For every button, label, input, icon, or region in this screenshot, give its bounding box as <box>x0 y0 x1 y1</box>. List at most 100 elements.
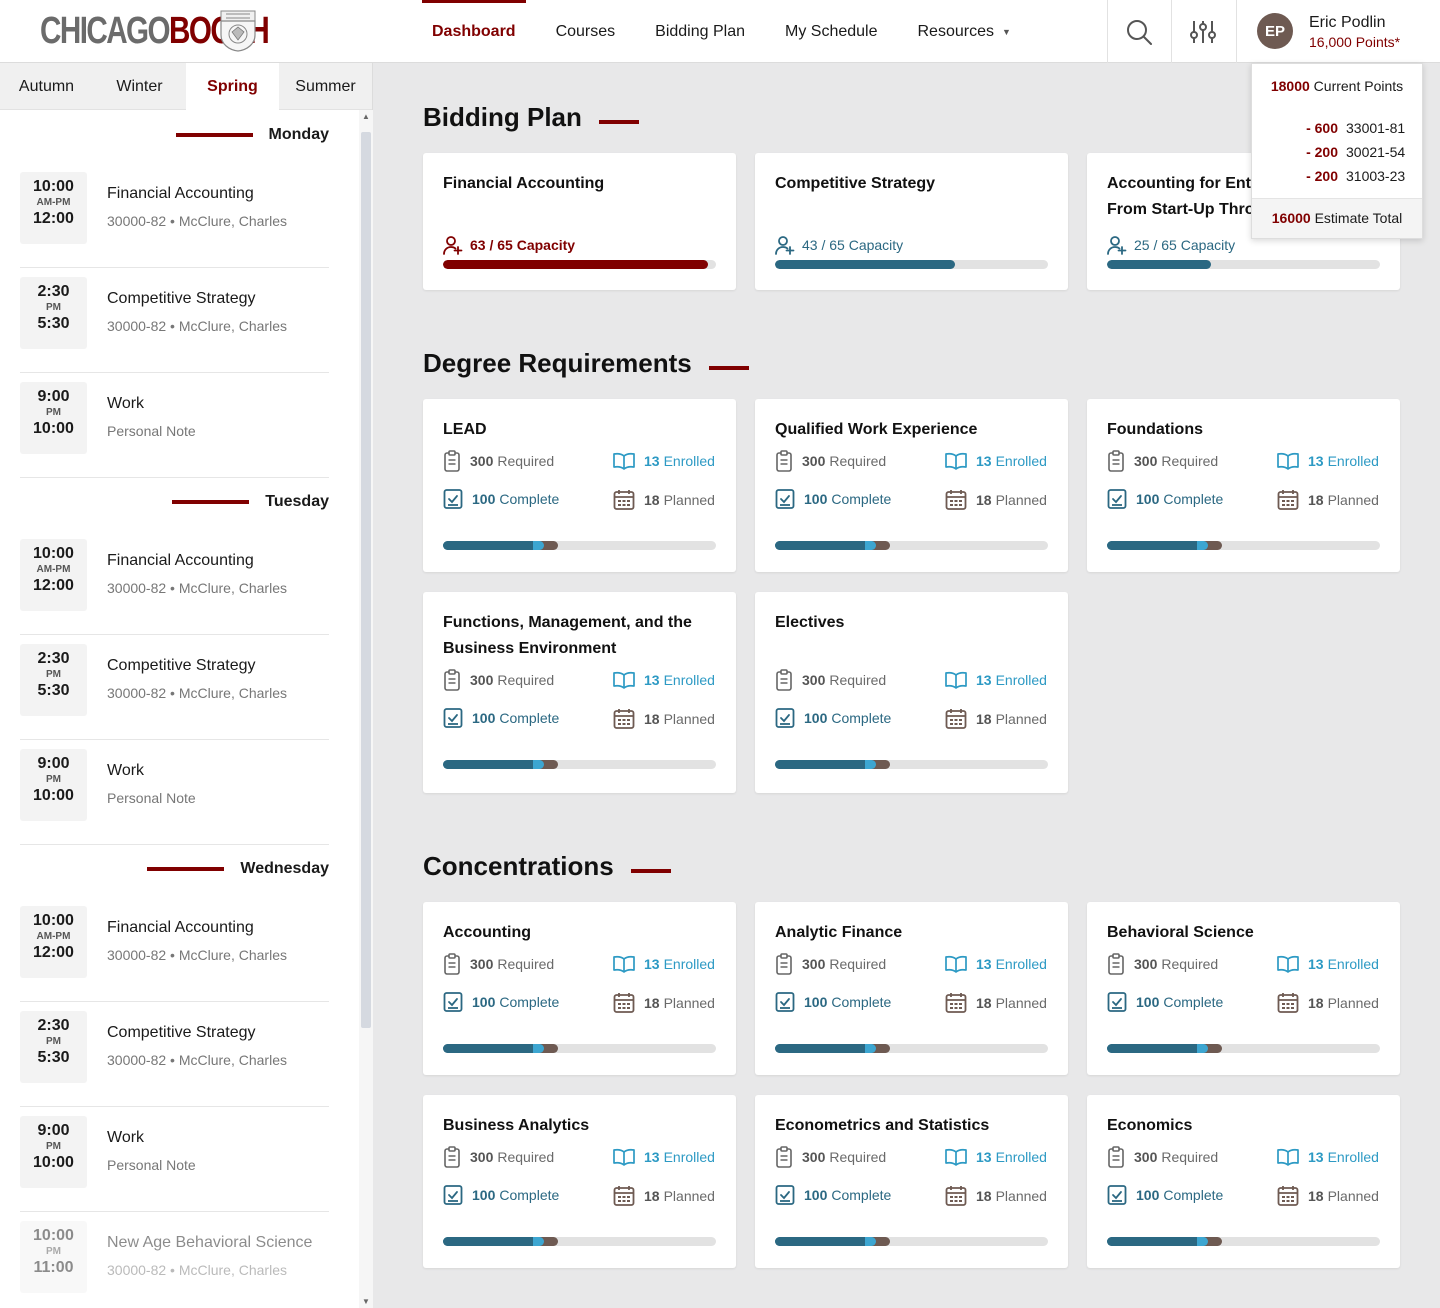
start-time: 10:00 <box>33 1227 74 1244</box>
scroll-up-icon[interactable]: ▲ <box>362 112 370 121</box>
required-label: Required <box>497 956 555 972</box>
concentration-card[interactable]: Behavioral Science 300 Required 13 Enrolled 1… <box>1087 902 1400 1075</box>
requirement-card[interactable]: Functions, Management, and the Business … <box>423 592 736 793</box>
required-label: Required <box>497 453 555 469</box>
scrollbar-thumb[interactable] <box>361 132 371 1028</box>
card-title: Analytic Finance <box>775 924 903 941</box>
concentration-card[interactable]: Business Analytics 300 Required 13 Enrolled 1… <box>423 1095 736 1268</box>
nav-resources[interactable]: Resources ▼ <box>908 0 1021 63</box>
capacity-text: 25 / 65 Capacity <box>1134 237 1236 253</box>
complete-value: 100 <box>804 491 828 507</box>
current-points-label: Current Points <box>1313 78 1404 94</box>
schedule-event[interactable]: 2:30 PM 5:30 Competitive Strategy 30000-82 •… <box>20 1002 329 1107</box>
nav-dashboard[interactable]: Dashboard <box>422 0 526 63</box>
day-rule <box>147 867 225 871</box>
schedule-event[interactable]: 2:30 PM 5:30 Competitive Strategy 30000-82 •… <box>20 268 329 373</box>
schedule-sidebar: Autumn Winter Spring Summer Monday 10:00 A… <box>0 63 373 1308</box>
complete-label: Complete <box>499 491 560 507</box>
required-stat: 300 Required <box>775 1146 886 1168</box>
schedule-event[interactable]: 10:00 AM-PM 12:00 Financial Accounting 30000… <box>20 530 329 635</box>
schedule-event[interactable]: 9:00 PM 10:00 Work Personal Note <box>20 740 329 845</box>
sidebar-scrollbar[interactable]: ▲ ▼ <box>359 110 373 1308</box>
enrolled-value: 13 <box>1308 453 1324 469</box>
bidding-card[interactable]: Competitive Strategy 43 / 65 Capacity <box>755 153 1068 290</box>
end-time: 12:00 <box>33 210 74 227</box>
complete-segment <box>443 1044 534 1053</box>
complete-value: 100 <box>804 994 828 1010</box>
clipboard-icon <box>444 669 460 691</box>
tab-spring[interactable]: Spring <box>186 63 279 110</box>
nav-bidding-plan-label: Bidding Plan <box>655 22 745 40</box>
user-menu[interactable]: EP Eric Podlin 16,000 Points* <box>1236 0 1440 63</box>
required-value: 300 <box>470 1149 494 1165</box>
complete-value: 100 <box>472 1187 496 1203</box>
concentration-card[interactable]: Econometrics and Statistics 300 Required 13… <box>755 1095 1068 1268</box>
chicago-booth-logo[interactable]: CHICAGOBOOTH <box>40 10 333 52</box>
schedule-event[interactable]: 9:00 PM 10:00 Work Personal Note <box>20 1107 329 1212</box>
complete-segment <box>775 1044 866 1053</box>
progress-bar <box>1107 1044 1380 1053</box>
enrolled-stat: 13 Enrolled <box>613 1146 715 1168</box>
scroll-down-icon[interactable]: ▼ <box>362 1297 370 1306</box>
start-time: 2:30 <box>37 1017 70 1034</box>
enrolled-value: 13 <box>644 672 660 688</box>
schedule-event[interactable]: 2:30 PM 5:30 Competitive Strategy 30000-82 •… <box>20 635 329 740</box>
required-stat: 300 Required <box>443 669 554 691</box>
progress-bar <box>443 1237 716 1246</box>
tab-autumn[interactable]: Autumn <box>18 77 75 95</box>
tab-summer[interactable]: Summer <box>295 77 356 95</box>
section-title-bidding: Bidding Plan <box>423 102 639 133</box>
course-code: 30021-54 <box>1346 144 1406 160</box>
schedule-event[interactable]: 10:00 PM 11:00 New Age Behavioral Science 30… <box>20 1212 329 1308</box>
complete-label: Complete <box>499 1187 560 1203</box>
filters-button[interactable] <box>1171 0 1234 63</box>
user-add-icon <box>775 236 795 255</box>
planned-value: 18 <box>1308 492 1324 508</box>
user-points: 16,000 Points* <box>1309 34 1401 50</box>
complete-stat: 100 Complete <box>775 1184 891 1206</box>
tab-winter[interactable]: Winter <box>116 77 163 95</box>
planned-label: Planned <box>663 1188 715 1204</box>
required-stat: 300 Required <box>1107 1146 1218 1168</box>
concentration-card[interactable]: Analytic Finance 300 Required 13 Enrolled 100… <box>755 902 1068 1075</box>
concentration-card[interactable]: Economics 300 Required 13 Enrolled 100 Complet… <box>1087 1095 1400 1268</box>
nav-courses[interactable]: Courses <box>546 0 626 63</box>
requirement-card[interactable]: Foundations 300 Required 13 Enrolled 100 Compl… <box>1087 399 1400 572</box>
enrolled-stat: 13 Enrolled <box>613 450 715 472</box>
concentration-card[interactable]: Accounting 300 Required 13 Enrolled 100 Comple… <box>423 902 736 1075</box>
event-title: Financial Accounting <box>107 919 254 936</box>
planned-value: 18 <box>644 1188 660 1204</box>
required-stat: 300 Required <box>775 450 886 472</box>
time-box: 9:00 PM 10:00 <box>20 749 87 821</box>
event-title: Competitive Strategy <box>107 657 256 674</box>
meridiem: PM <box>46 1141 61 1152</box>
requirement-card[interactable]: LEAD 300 Required 13 Enrolled 100 Complete 18 Pl… <box>423 399 736 572</box>
clipboard-icon <box>1108 450 1124 472</box>
search-button[interactable] <box>1107 0 1170 63</box>
checkbox-icon <box>775 489 795 509</box>
end-time: 12:00 <box>33 944 74 961</box>
planned-label: Planned <box>663 711 715 727</box>
nav-my-schedule[interactable]: My Schedule <box>775 0 888 63</box>
enrolled-value: 13 <box>644 453 660 469</box>
required-label: Required <box>829 672 887 688</box>
event-subtitle: 30000-82 • McClure, Charles <box>107 580 287 596</box>
complete-label: Complete <box>1163 491 1224 507</box>
nav-dashboard-label: Dashboard <box>432 22 516 40</box>
clipboard-icon <box>776 669 792 691</box>
clipboard-icon <box>1108 1146 1124 1168</box>
requirement-card[interactable]: Qualified Work Experience 300 Required 13 En… <box>755 399 1068 572</box>
bidding-card[interactable]: Financial Accounting 63 / 65 Capacity <box>423 153 736 290</box>
schedule-event[interactable]: 10:00 AM-PM 12:00 Financial Accounting 30000… <box>20 163 329 268</box>
book-open-icon <box>613 955 635 973</box>
schedule-event[interactable]: 9:00 PM 10:00 Work Personal Note <box>20 373 329 478</box>
requirement-card[interactable]: Electives 300 Required 13 Enrolled 100 Complet… <box>755 592 1068 793</box>
complete-value: 100 <box>472 710 496 726</box>
end-time: 10:00 <box>33 787 74 804</box>
schedule-event[interactable]: 10:00 AM-PM 12:00 Financial Accounting 30000… <box>20 897 329 1002</box>
clipboard-icon <box>776 450 792 472</box>
required-value: 300 <box>1134 453 1158 469</box>
card-title: Competitive Strategy <box>775 175 936 192</box>
university-crest-icon <box>220 10 256 52</box>
nav-bidding-plan[interactable]: Bidding Plan <box>645 0 755 63</box>
